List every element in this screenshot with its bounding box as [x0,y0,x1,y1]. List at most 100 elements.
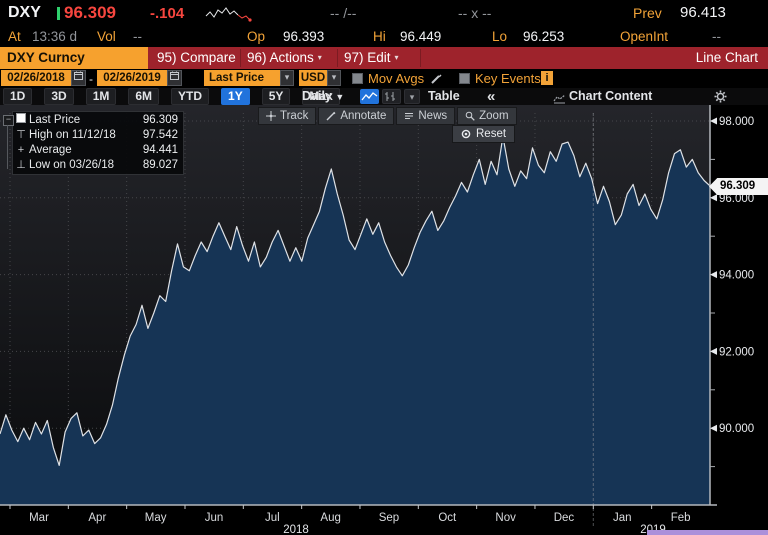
range-button-3d[interactable]: 3D [44,88,74,105]
last-price-axis-badge: 96.309 [709,178,768,195]
currency-dropdown-button[interactable]: ▾ [327,70,341,86]
security-input[interactable]: DXY Curncy [0,47,148,69]
y-axis-label: 96.000 [719,193,754,205]
x-axis-month-label: Aug [320,512,340,524]
chevron-down-icon: ▾ [331,72,337,82]
y-axis-tick-arrow [710,347,717,355]
y-axis-label: 92.000 [719,346,754,358]
field-dropdown-button[interactable]: ▾ [280,70,294,86]
prev-value: 96.413 [680,4,726,21]
date-range-separator: - [89,72,93,86]
y-axis-tick-arrow [710,424,717,432]
vol-label: Vol [97,29,116,44]
price-change-value: -.104 [150,5,185,22]
chevron-down-icon: ▾ [394,53,399,62]
annotate-button[interactable]: Annotate [318,107,395,125]
news-icon [405,113,414,119]
crosshair-icon [266,111,276,121]
table-button[interactable]: Table [428,89,460,103]
x-axis-month-label: Oct [438,512,457,524]
actions-menu[interactable]: 96) Actions ▾ [247,50,322,65]
menu-separator [240,49,241,67]
x-axis-year-label: 2019 [640,524,666,535]
range-button-1y[interactable]: 1Y [221,88,250,105]
x-axis-month-label: Sep [379,512,399,524]
annotate-pencil-icon [326,111,336,121]
hi-label: Hi [373,29,386,44]
chart-legend[interactable]: − Last Price 96.309 ⊤ High on 11/12/18 9… [3,111,184,175]
menu-bar: DXY Curncy 95) Compare 96) Actions ▾ 97) … [0,47,768,69]
date-to-input[interactable]: 02/26/2019 [97,70,167,86]
x-axis-month-label: Jan [613,512,632,524]
prev-label: Prev [633,5,662,21]
vol-value: -- [133,29,142,44]
frequency-select[interactable]: Daily ▼ [302,89,345,103]
chevron-down-icon: ▼ [335,92,345,102]
reset-target-icon [461,129,471,139]
security-symbol: DXY [8,4,41,21]
key-events-checkbox[interactable] [459,73,470,84]
legend-collapse-icon[interactable]: − [3,115,14,126]
bar-chart-type-button[interactable] [382,89,401,104]
reset-button[interactable]: Reset [452,125,516,143]
chevron-down-icon: ▾ [284,72,290,82]
calendar-icon[interactable] [71,70,86,86]
news-button[interactable]: News [396,107,456,125]
legend-row-high: ⊤ High on 11/12/18 97.542 [13,128,183,143]
x-axis-month-label: Mar [29,512,49,524]
range-button-1m[interactable]: 1M [85,88,117,105]
price-area [0,136,710,505]
collapse-panel-button[interactable]: « [487,88,496,105]
last-price-swatch-icon [13,113,29,128]
low-marker-icon: ⊥ [16,159,26,171]
y-axis-tick-arrow [710,271,717,279]
x-axis-month-label: Nov [495,512,516,524]
period-toolbar: 1D 3D 1M 6M YTD 1Y 5Y Max Daily ▼ ▾ Table « Cha… [0,88,768,105]
compare-menu[interactable]: 95) Compare [157,50,236,65]
zoom-button[interactable]: Zoom [457,107,517,125]
open-label: Op [247,29,266,44]
range-button-1d[interactable]: 1D [3,88,33,105]
line-chart-type-button[interactable] [360,89,379,104]
currency-select[interactable]: USD [299,70,327,86]
menu-separator [420,49,421,67]
openint-value: -- [712,29,721,44]
range-button-5y[interactable]: 5Y [261,88,291,105]
chart-content-button[interactable]: Chart Content [569,89,653,103]
mov-avgs-label: Mov Avgs [368,71,425,86]
x-axis-month-label: May [145,512,167,524]
price-line [0,135,711,466]
edit-menu[interactable]: 97) Edit ▾ [344,50,399,65]
range-button-ytd[interactable]: YTD [171,88,210,105]
mov-avgs-checkbox[interactable] [352,73,363,84]
gear-icon[interactable] [714,90,727,108]
x-axis-month-label: Dec [554,512,575,524]
info-icon[interactable]: i [541,71,553,85]
y-axis-label: 98.000 [719,116,754,128]
chevron-down-icon: ▾ [409,92,415,102]
field-select[interactable]: Last Price [204,70,280,86]
chevron-down-icon: ▾ [317,53,322,62]
lo-label: Lo [492,29,508,44]
chart-type-dropdown-button[interactable]: ▾ [404,89,420,104]
at-label: At [8,29,21,44]
date-from-input[interactable]: 02/26/2018 [1,70,71,86]
average-marker-icon: + [17,144,25,156]
range-button-max[interactable]: Max [302,88,340,105]
uptick-indicator-icon [57,7,60,20]
chart-content-icon [553,91,566,109]
openint-label: OpenInt [620,29,669,44]
y-axis-tick-arrow [710,194,717,202]
range-button-6m[interactable]: 6M [128,88,160,105]
quote-time: 13:36 d [32,29,78,44]
track-button[interactable]: Track [258,107,317,125]
open-value: 96.393 [283,29,325,44]
chart-type-title: Line Chart [695,50,758,65]
quote-row-top: DXY 96.309 -.104 -- /-- -- x -- Prev 96.… [0,0,768,27]
legend-tree-line [7,125,8,169]
pencil-icon[interactable] [430,72,442,90]
legend-row-low: ⊥ Low on 03/26/18 89.027 [13,158,183,173]
hi-value: 96.449 [400,29,442,44]
calendar-icon[interactable] [167,70,182,86]
high-marker-icon: ⊤ [16,129,26,141]
